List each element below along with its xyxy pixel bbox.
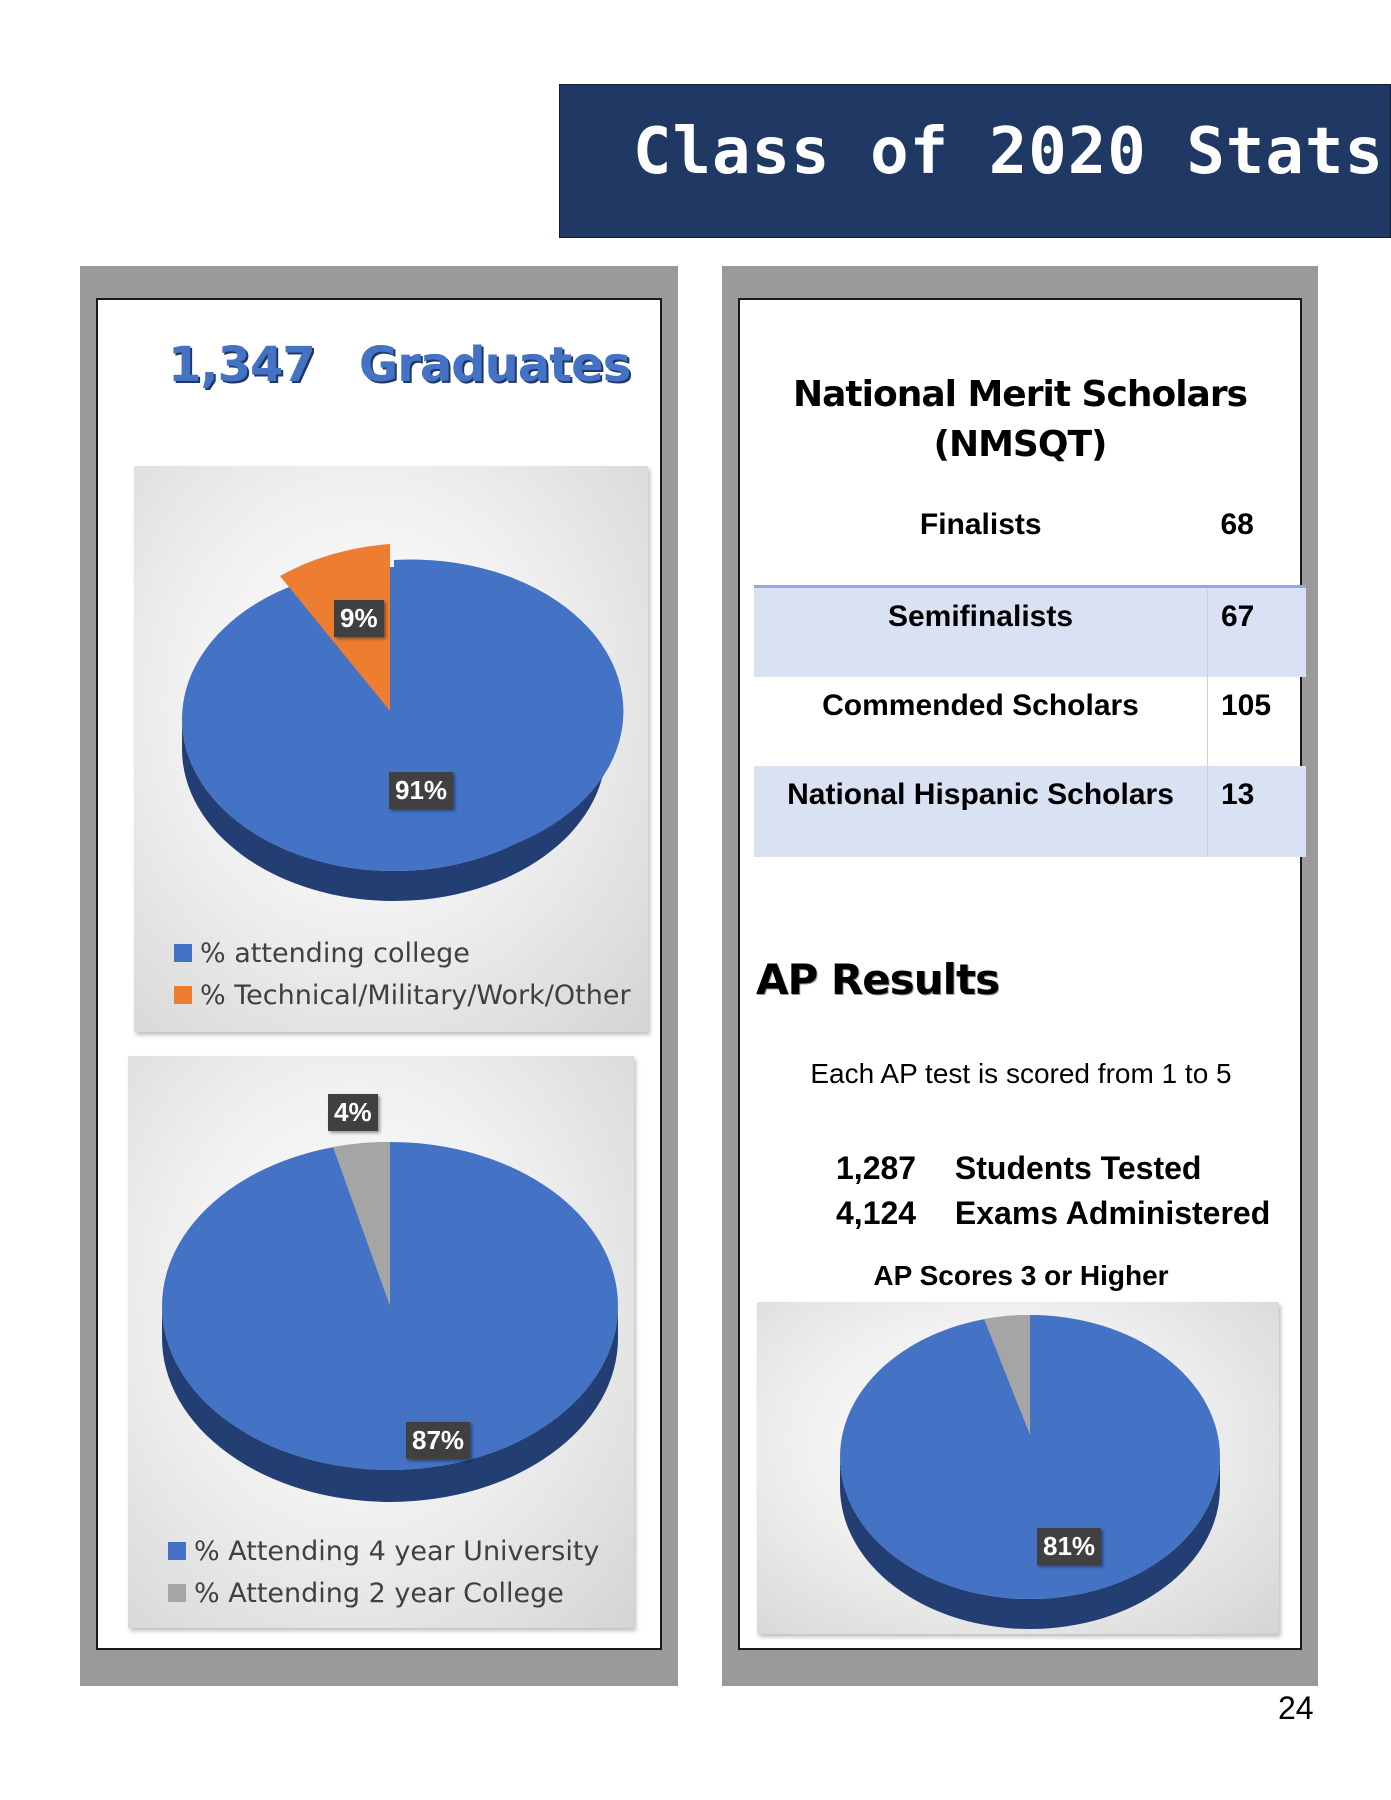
ap-pie [840,1314,1220,1629]
data-label-ap: 81% [1037,1528,1102,1565]
legend-swatch-gray [168,1584,186,1602]
students-number: 1,287 [836,1150,917,1186]
ap-stats: 1,287 Students Tested 4,124 Exams Admini… [836,1150,1270,1240]
nmsqt-label: Commended Scholars [822,689,1139,722]
nmsqt-label: Semifinalists [754,585,1208,677]
students-label: Students Tested [954,1150,1202,1186]
nmsqt-value: 67 [1207,585,1306,677]
page-title: Class of 2020 Stats [632,115,1384,189]
legend-item-other: % Technical/Military/Work/Other [174,974,631,1016]
exams-number: 4,124 [836,1195,917,1231]
nmsqt-title-line1: National Merit Scholars [792,374,1248,415]
college-legend: % attending college % Technical/Military… [174,932,631,1016]
graduates-label: Graduates [358,337,631,393]
pie-slice-college-top [199,559,624,864]
exams-label: Exams Administered [954,1195,1271,1231]
nmsqt-label: National Hispanic Scholars [754,766,1208,857]
pie-slice-ap-3plus [840,1315,1220,1599]
nmsqt-value: 68 [1220,508,1254,541]
nmsqt-title-line2: (NMSQT) [933,424,1108,465]
legend-item-university: % Attending 4 year University [168,1530,599,1572]
ap-chart-title: AP Scores 3 or Higher [873,1260,1169,1291]
nmsqt-label: Finalists [919,508,1042,541]
college-chart: 9% 91% % attending college % Technical/M… [134,466,648,1032]
legend-swatch-blue [174,944,192,962]
title-banner: Class of 2020 Stats [559,84,1391,238]
ap-stat-exams: 4,124 Exams Administered [836,1195,1270,1240]
data-label-university: 87% [406,1422,471,1459]
data-label-2yr: 4% [328,1094,378,1131]
table-row: Finalists 68 [754,496,1306,587]
ap-note: Each AP test is scored from 1 to 5 [810,1058,1232,1089]
university-pie [162,1141,618,1502]
table-row: Commended Scholars 105 [754,677,1306,766]
nmsqt-title: National Merit Scholars (NMSQT) [740,370,1300,470]
nmsqt-value: 13 [1207,766,1306,857]
legend-label: % Technical/Military/Work/Other [200,979,631,1011]
university-chart: 4% 87% % Attending 4 year University % A… [128,1056,634,1628]
legend-swatch-orange [174,986,192,1004]
college-pie [182,544,624,901]
table-row: National Hispanic Scholars 13 [754,766,1306,857]
legend-label: % Attending 2 year College [194,1577,564,1609]
pie-slice-college-2yr [333,1141,390,1306]
table-row: Semifinalists 67 [754,585,1306,677]
data-label-college: 91% [389,772,454,809]
legend-swatch-blue [168,1542,186,1560]
pie-side-college [182,719,606,901]
pie-slice-ap-other [984,1314,1030,1435]
nmsqt-table: Finalists 68 Semifinalists 67 Commended … [754,496,1306,857]
ap-heading: AP Results [756,955,1000,1004]
legend-item-2yr: % Attending 2 year College [168,1572,599,1614]
nmsqt-value: 105 [1207,677,1306,766]
graduates-count: 1,347 [168,337,316,393]
pie-side-ap [840,1457,1220,1629]
ap-scores-chart: 81% [757,1302,1279,1634]
data-label-other: 9% [334,600,384,637]
legend-item-college: % attending college [174,932,631,974]
graduates-heading: 1,347 Graduates [168,337,631,393]
university-legend: % Attending 4 year University % Attendin… [168,1530,599,1614]
pie-side-university [162,1306,618,1502]
ap-stat-students: 1,287 Students Tested [836,1150,1270,1195]
legend-label: % Attending 4 year University [194,1535,600,1567]
legend-label: % attending college [200,937,470,969]
page-number: 24 [1278,1690,1314,1726]
